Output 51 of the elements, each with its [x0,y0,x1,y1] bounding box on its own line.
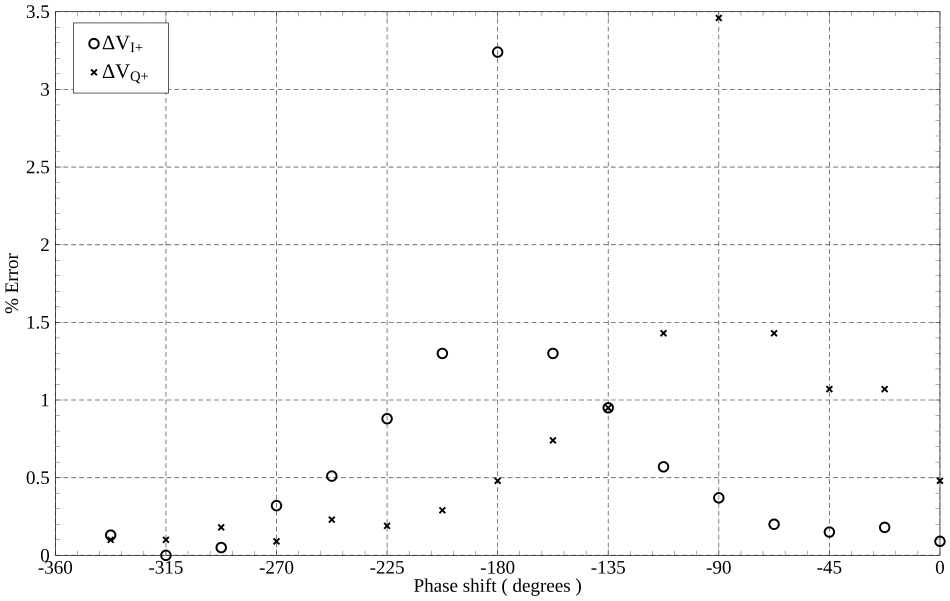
point [547,348,559,360]
x-tick-label: -180 [480,560,514,574]
point [160,550,172,561]
y-tick-label: 0 [40,548,50,562]
point [494,476,502,485]
y-tick-label: 2 [41,238,49,251]
point [713,492,725,504]
point [770,329,778,338]
point [381,412,393,424]
y-tick-label: 1 [42,394,49,406]
x-tick-label: -315 [149,560,183,574]
legend-label: ΔV$_{I+}$ [102,36,142,52]
x-tick-label: -135 [591,560,625,574]
point [658,461,670,472]
point [326,470,338,482]
point [549,436,557,444]
point [936,476,944,485]
x-tick-label: -270 [260,560,294,574]
point [660,329,668,338]
point [880,385,889,393]
point [934,536,946,547]
x-tick-label: -225 [370,560,404,574]
point [825,385,834,393]
y-tick-label: 3 [41,82,50,96]
x-tick-label: 0 [936,560,944,574]
x-tick-label: -45 [817,560,842,574]
point [270,500,282,512]
y-tick-label: 1.5 [28,316,50,329]
point [383,522,391,530]
point [492,46,504,58]
x-axis-title: Phase shift ( degrees ) [414,578,581,596]
point [714,14,723,22]
y-tick-label: 3.5 [26,5,50,18]
point [217,523,226,532]
point [272,537,280,546]
x-tick-label: -90 [706,560,731,574]
point [438,506,446,514]
point [162,536,170,544]
legend-label: ΔV$_{Q+}$ [102,64,148,84]
point [328,516,336,524]
point [824,526,836,538]
point [104,529,116,541]
point [768,518,780,530]
point [436,348,448,360]
y-axis-title: % Error [5,253,18,314]
x-tick-label: -360 [38,560,72,574]
y-tick-label: 0.5 [26,471,50,484]
point [878,522,890,534]
y-tick-label: 2.5 [26,160,50,174]
point [216,542,227,554]
point [106,536,115,544]
